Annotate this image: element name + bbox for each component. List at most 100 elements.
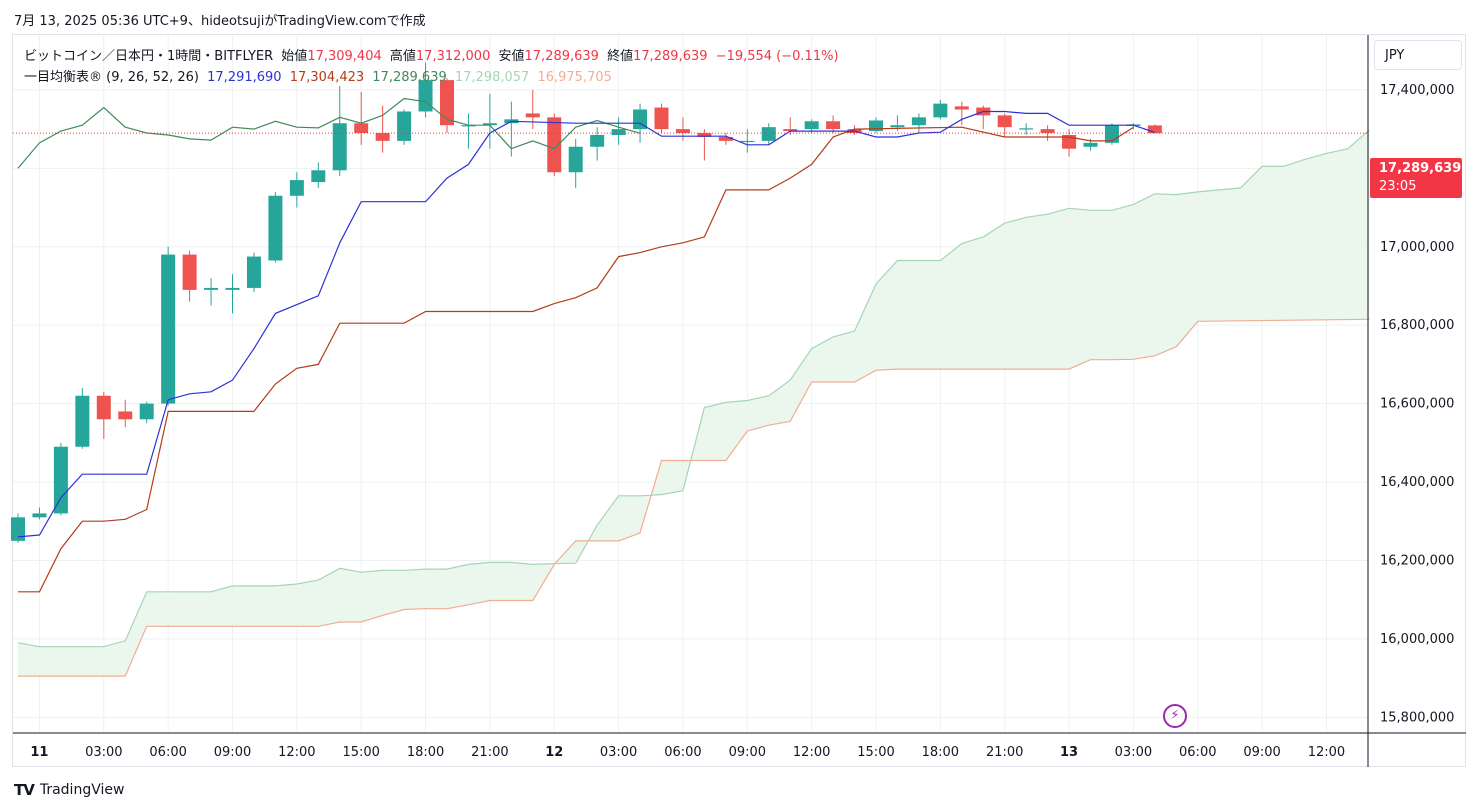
chikou-value: 17,289,639 (372, 70, 447, 85)
candle-up (268, 195, 283, 261)
time-axis-label: 06:00 (664, 745, 701, 760)
candle-down (675, 129, 690, 134)
brand[interactable]: TV TradingView (14, 781, 124, 799)
kijun-value: 17,304,423 (289, 70, 365, 85)
candle-down (718, 136, 733, 141)
time-axis-label: 15:00 (857, 745, 894, 760)
open-value: 17,309,404 (307, 49, 382, 64)
candle-down (1040, 129, 1055, 134)
candle-down (1062, 134, 1077, 149)
time-axis-label: 09:00 (214, 745, 251, 760)
brand-name: TradingView (39, 782, 125, 798)
price-axis-label: 17,400,000 (1380, 83, 1454, 98)
indicator-name[interactable]: 一目均衡表® (24, 70, 103, 85)
tenkan-sen-line (17, 110, 1155, 538)
candle-up (418, 80, 433, 112)
senkou-a-value: 17,298,057 (454, 70, 530, 85)
open-label: 始値 (281, 49, 308, 64)
symbol-label[interactable]: ビットコイン／日本円・1時間・BITFLYER (24, 49, 274, 64)
price-axis-label: 16,800,000 (1380, 318, 1454, 333)
candle-down (1147, 125, 1162, 134)
candle-up (890, 125, 905, 128)
candle-up (161, 254, 176, 404)
candle-up (1019, 128, 1034, 130)
candle-up (246, 256, 261, 288)
price-axis-label: 16,400,000 (1380, 475, 1454, 490)
low-value: 17,289,639 (524, 49, 599, 64)
price-axis-label: 16,200,000 (1380, 553, 1454, 568)
candle-up (761, 127, 776, 141)
ichimoku-cloud (18, 129, 1370, 677)
candle-down (96, 395, 111, 420)
candle-up (332, 123, 347, 171)
candle-down (440, 80, 454, 126)
time-axis-label: 09:00 (729, 745, 766, 760)
chart-frame[interactable] (12, 34, 1466, 767)
candle-up (633, 109, 648, 130)
time-axis-label: 21:00 (986, 745, 1023, 760)
candle-up (397, 111, 412, 141)
time-axis-label: 06:00 (149, 745, 186, 760)
candle-down (182, 254, 197, 290)
candle-down (525, 113, 540, 118)
time-axis-label: 09:00 (1243, 745, 1280, 760)
time-axis-label: 12:00 (278, 745, 315, 760)
candle-up (590, 134, 605, 147)
candle-up (11, 517, 25, 541)
time-axis-label: 11 (30, 745, 48, 760)
chart-caption: 7月 13, 2025 05:36 UTC+9、hideotsujiがTradi… (14, 14, 426, 29)
candle-up (482, 123, 497, 126)
candle-up (1104, 125, 1119, 143)
ohlc-legend: ビットコイン／日本円・1時間・BITFLYER 始値17,309,404 高値1… (24, 45, 843, 64)
candle-down (697, 133, 712, 137)
candle-up (568, 146, 583, 173)
candle-up (869, 120, 883, 132)
time-axis-label: 18:00 (922, 745, 959, 760)
change-value: −19,554 (−0.11%) (715, 49, 839, 64)
time-axis-label: 12:00 (1308, 745, 1345, 760)
close-label: 終値 (607, 49, 634, 64)
candle-up (204, 287, 219, 290)
candle-up (75, 395, 90, 447)
tradingview-logo-icon: TV (14, 781, 35, 799)
candle-up (911, 117, 926, 126)
candle-down (354, 123, 369, 134)
price-axis-label: 16,000,000 (1380, 632, 1454, 647)
candle-down (654, 107, 669, 130)
senkou-span-b-line (18, 318, 1370, 677)
time-axis-label: 12 (545, 745, 563, 760)
candle-up (225, 287, 240, 290)
kijun-sen-line (18, 126, 1134, 593)
time-axis-label: 06:00 (1179, 745, 1216, 760)
time-axis-label: 03:00 (85, 745, 122, 760)
candle-down (118, 411, 133, 420)
candle-down (954, 106, 969, 110)
bar-countdown: 23:05 (1379, 179, 1417, 194)
close-value: 17,289,639 (633, 49, 708, 64)
last-price-tag: 17,289,639 23:05 (1370, 158, 1462, 198)
last-price-value: 17,289,639 (1379, 161, 1462, 176)
candle-up (289, 180, 304, 196)
price-axis-label: 16,600,000 (1380, 397, 1454, 412)
candle-down (783, 129, 798, 132)
currency-button[interactable]: JPY (1374, 40, 1462, 70)
time-axis-label: 03:00 (600, 745, 637, 760)
high-label: 高値 (389, 49, 416, 64)
candle-up (311, 170, 326, 183)
senkou-span-a-line (17, 129, 1370, 648)
time-axis-label: 15:00 (342, 745, 379, 760)
time-axis-label: 12:00 (793, 745, 830, 760)
candle-down (826, 121, 841, 130)
indicator-params: (9, 26, 52, 26) (106, 70, 199, 85)
time-axis-label: 03:00 (1115, 745, 1152, 760)
ichimoku-legend: 一目均衡表® (9, 26, 52, 26) 17,291,690 17,304… (24, 66, 616, 85)
lightning-icon[interactable]: ⚡ (1163, 704, 1187, 728)
candle-up (611, 129, 626, 135)
candle-up (53, 446, 68, 514)
candle-up (32, 513, 47, 518)
high-value: 17,312,000 (415, 49, 491, 64)
candle-up (740, 140, 755, 143)
candle-up (804, 121, 819, 130)
candle-down (997, 115, 1012, 128)
